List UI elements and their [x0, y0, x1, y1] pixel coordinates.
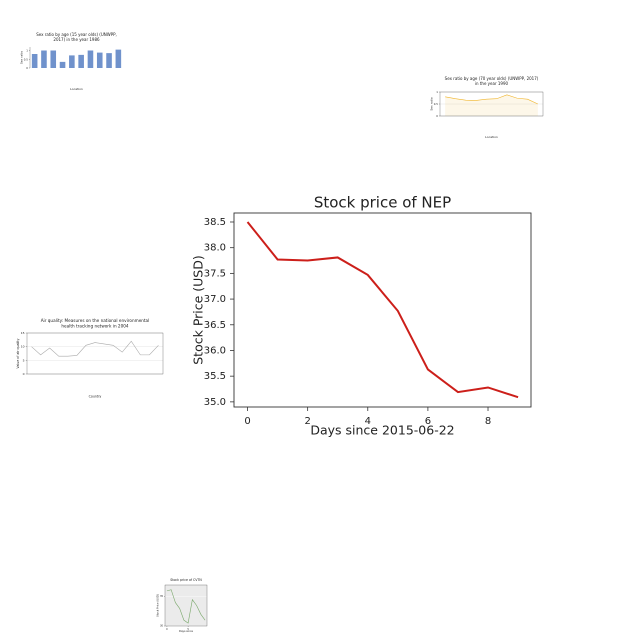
- plot-frame: [26, 332, 164, 375]
- x-tick-label: 8: [485, 416, 491, 427]
- chart-title: Air quality: Measures on the national en…: [41, 318, 150, 323]
- bar: [50, 50, 57, 68]
- x-tick-label: 0: [244, 416, 250, 427]
- bar: [69, 55, 75, 68]
- plot-frame: [164, 584, 208, 627]
- y-tick-label: 30: [160, 625, 164, 628]
- y-tick-label: 0: [436, 114, 438, 118]
- y-axis-label: Stock Price (USD): [191, 255, 206, 365]
- chart-title: Sex ratio by age (15 year olds) (UNWPP,: [36, 32, 117, 37]
- chart: Sex ratio by age (15 year olds) (UNWPP,2…: [20, 32, 122, 91]
- y-tick-label: 36.5: [204, 320, 226, 331]
- y-tick-label: 1: [26, 49, 28, 53]
- x-axis-label: Days since: [179, 629, 193, 633]
- chart-title: 2017) in the year 1986: [53, 37, 100, 42]
- bar: [59, 61, 66, 68]
- chart: Air quality: Measures on the national en…: [16, 318, 164, 398]
- y-tick-label: 35.0: [204, 397, 226, 408]
- bar: [106, 53, 112, 68]
- y-tick-label: 35: [160, 595, 164, 598]
- line: [246, 221, 519, 399]
- y-tick-label: 35.5: [204, 371, 226, 382]
- bar: [31, 54, 38, 68]
- y-tick-label: 37.5: [204, 268, 226, 279]
- y-axis-label: Value of air quality: [16, 338, 20, 368]
- x-tick-label: 6: [425, 416, 431, 427]
- x-axis-label: Location: [485, 135, 498, 139]
- plot-frame: [439, 91, 544, 117]
- y-tick-label: 5: [23, 358, 25, 362]
- y-tick-label: 0: [23, 372, 25, 376]
- bar: [41, 50, 47, 68]
- y-tick-label: 38.0: [204, 243, 226, 254]
- y-tick-label: 38.5: [204, 217, 226, 228]
- x-tick-label: 4: [365, 416, 371, 427]
- y-tick-label: 37.0: [204, 294, 226, 305]
- y-tick-label: 36.0: [204, 345, 226, 356]
- y-axis-label: Stock Price (USD): [156, 594, 160, 617]
- chart-title: Stock price of NEP: [314, 194, 451, 212]
- chart-title: in the year 1990: [475, 81, 509, 86]
- chart-title: Stock price of CVTN: [170, 578, 202, 582]
- x-axis-label: Days since 2015-06-22: [310, 422, 454, 437]
- y-axis-label: Sex ratio: [430, 97, 434, 111]
- y-tick-label: 15: [21, 331, 25, 335]
- plot-frame: [233, 212, 532, 408]
- bar: [96, 52, 103, 68]
- line: [166, 589, 206, 624]
- plot-background: [165, 585, 207, 626]
- x-axis-label: Location: [70, 87, 83, 91]
- y-tick-label: 10: [21, 345, 25, 349]
- line: [31, 340, 159, 357]
- x-tick-label: 5: [187, 628, 189, 631]
- x-axis-label: Country: [89, 394, 102, 398]
- y-tick-label: 0.5: [434, 102, 438, 106]
- area: [445, 94, 538, 116]
- y-tick-label: 0.5: [24, 57, 28, 61]
- y-tick-label: 1: [436, 90, 438, 94]
- chart: Stock price of NEP 35.0 35.5 36.0 36.5 37.0 37…: [191, 194, 532, 437]
- bar: [78, 54, 84, 68]
- bar: [115, 49, 122, 68]
- chart: Sex ratio by age (70 year olds) (UNWPP, …: [430, 76, 544, 139]
- y-axis-label: Sex ratio: [20, 51, 24, 65]
- x-tick-label: 0: [166, 628, 168, 631]
- bar: [87, 50, 94, 68]
- chart-title: health tracking network in 2004: [61, 323, 129, 328]
- y-tick-label: 0: [26, 66, 28, 70]
- line: [445, 94, 538, 105]
- chart-title: Sex ratio by age (70 year olds) (UNWPP, …: [445, 76, 539, 81]
- x-tick-label: 2: [304, 416, 310, 427]
